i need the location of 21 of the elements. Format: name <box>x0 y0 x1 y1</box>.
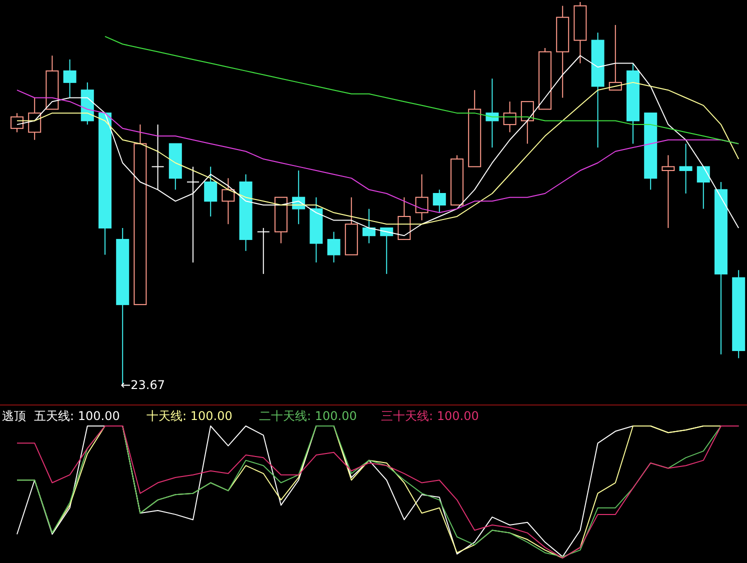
candlestick <box>662 154 675 228</box>
chart-title: 逃顶 <box>2 409 26 423</box>
candlestick <box>222 178 235 225</box>
candlestick <box>432 189 446 214</box>
candlestick <box>415 174 428 221</box>
candlestick <box>256 227 270 274</box>
candlestick <box>520 101 534 144</box>
text: 十天线: 100.00 <box>146 409 232 423</box>
candlestick <box>151 124 164 190</box>
series-label: 五天线: 100.00 <box>34 409 120 423</box>
candlestick <box>398 196 411 240</box>
candlestick <box>362 208 376 244</box>
candlestick <box>696 166 710 210</box>
annotation: ←23.67 <box>120 378 166 392</box>
series-label: 二十天线: 100.00 <box>259 409 357 423</box>
candlestick <box>63 58 76 98</box>
candlestick <box>679 143 692 194</box>
candlestick <box>204 166 218 217</box>
candlestick <box>503 101 516 133</box>
text: 三十天线: 100.00 <box>381 409 479 423</box>
candlestick <box>327 231 340 263</box>
